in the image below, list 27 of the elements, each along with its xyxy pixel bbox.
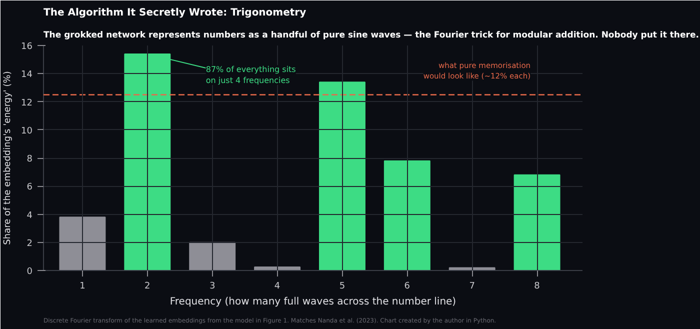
y-tick-label: 4: [26, 210, 33, 221]
annotation: 87% of everything sits on just 4 frequencies: [206, 65, 296, 85]
x-tick-label: 1: [80, 282, 86, 292]
x-tick-label: 8: [534, 282, 540, 292]
y-tick-label: 10: [21, 126, 33, 136]
y-axis-title: Share of the embedding's 'energy' (%): [3, 71, 14, 245]
chart-title: The Algorithm It Secretly Wrote: Trigonometry: [44, 8, 307, 18]
x-tick-label: 2: [144, 282, 150, 292]
x-axis-title: Frequency (how many full waves across the number line): [170, 296, 456, 308]
chart-subtitle: The grokked network represents numbers as a handful of pure sine waves — the Fourier trick for modular addition. Nobody put it there.: [44, 30, 699, 40]
x-tick-label: 6: [404, 282, 410, 292]
bar: [59, 216, 106, 270]
bar: [514, 174, 560, 270]
y-tick-label: 2: [26, 238, 33, 249]
y-tick-label: 6: [26, 182, 33, 193]
bar: [384, 160, 430, 270]
y-tick-label: 12: [21, 98, 32, 108]
x-tick-label: 5: [339, 282, 346, 292]
y-tick-label: 14: [21, 70, 33, 80]
y-tick-label: 16: [21, 42, 33, 52]
x-tick-label: 4: [274, 282, 280, 292]
bar: [318, 82, 366, 270]
x-tick-label: 3: [209, 282, 216, 292]
y-tick-label: 0: [26, 267, 33, 277]
x-tick-label: 7: [469, 282, 475, 292]
y-tick-label: 8: [26, 154, 33, 164]
bar: [189, 242, 236, 270]
